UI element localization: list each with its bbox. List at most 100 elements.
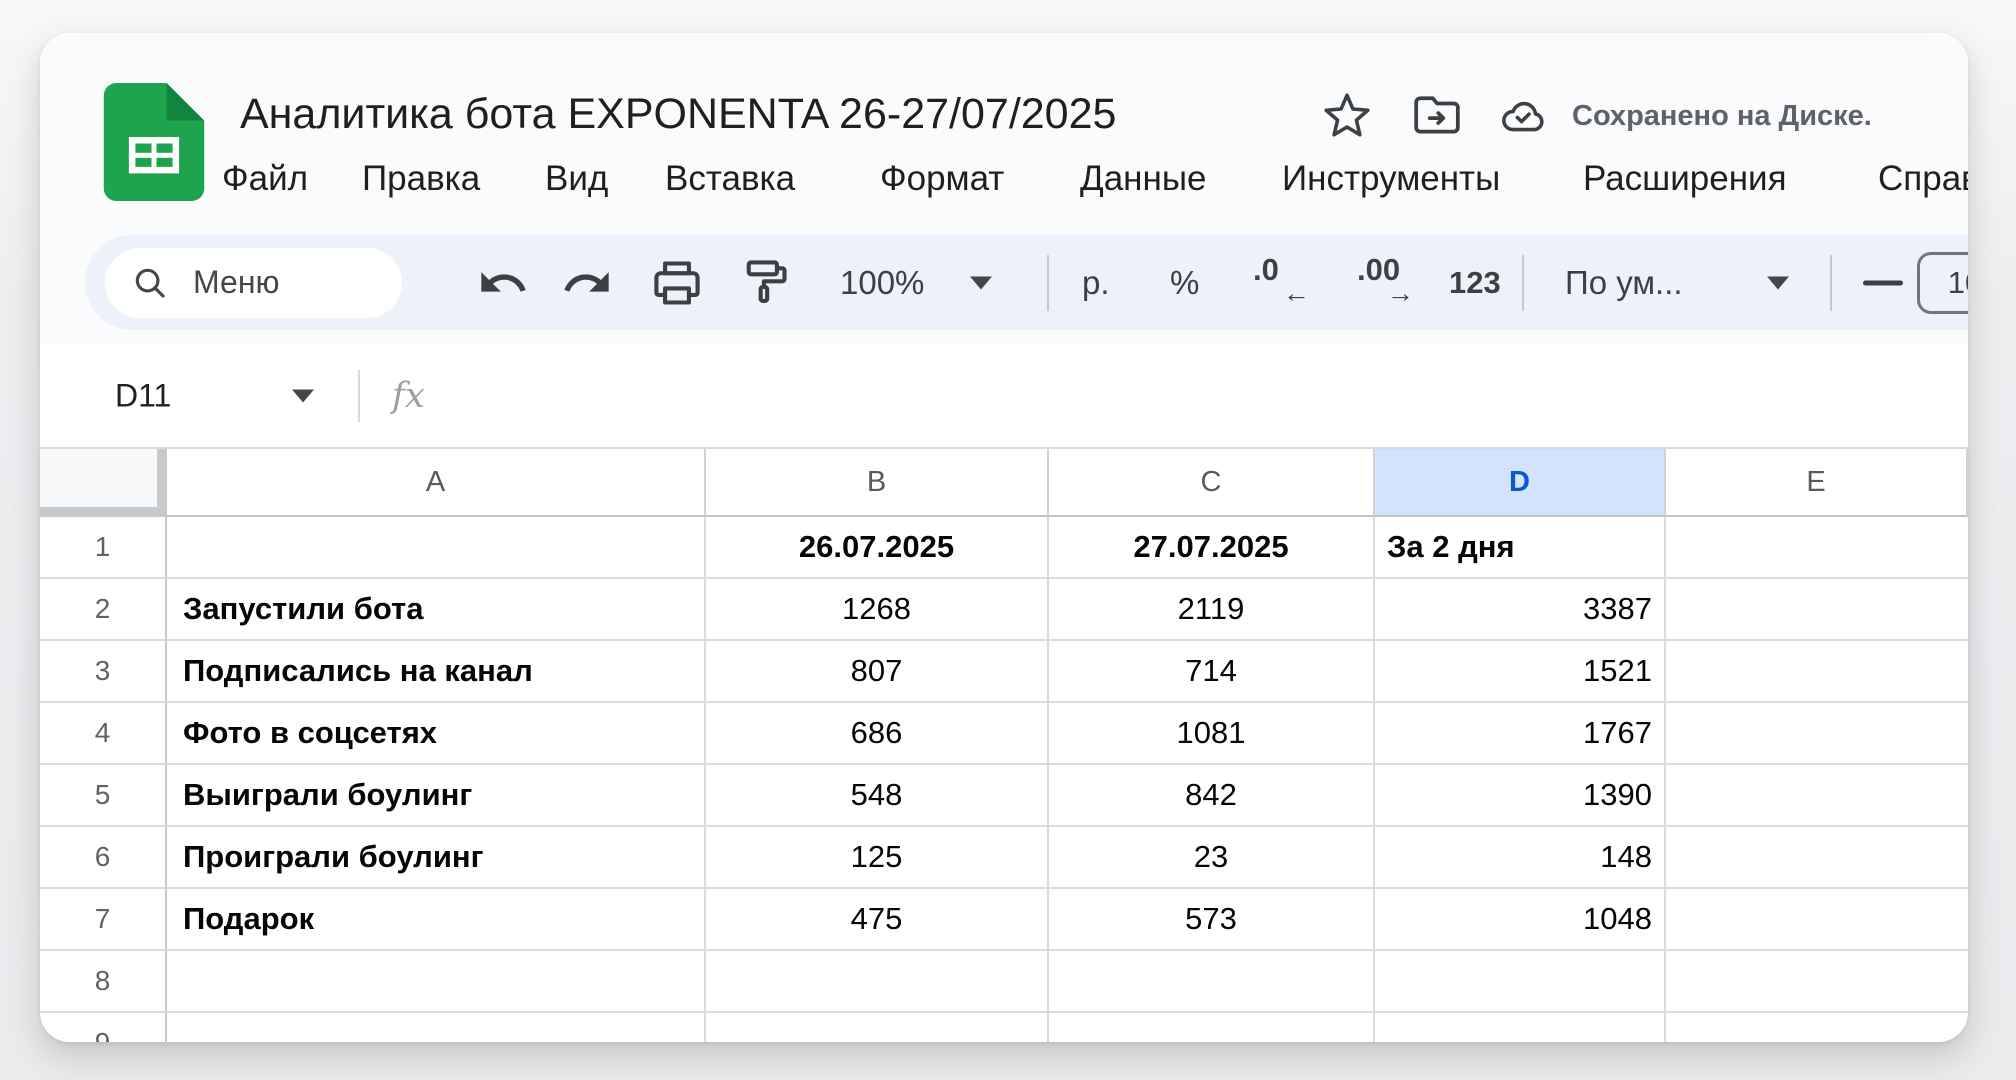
google-sheets-logo-icon[interactable]: [103, 83, 205, 201]
move-to-folder-icon[interactable]: [1412, 91, 1462, 141]
column-header-e[interactable]: E: [1666, 449, 1968, 517]
redo-button[interactable]: [561, 257, 613, 309]
cell-e[interactable]: [1666, 951, 1968, 1013]
more-formats-button[interactable]: 123: [1449, 264, 1501, 300]
menu-insert[interactable]: Вставка: [665, 159, 796, 198]
menu-format[interactable]: Формат: [880, 159, 1005, 198]
name-box-caret-icon[interactable]: [292, 389, 314, 403]
saved-status[interactable]: Сохранено на Диске.: [1572, 100, 1872, 132]
cell-a[interactable]: [167, 1013, 706, 1042]
cell-a[interactable]: Подписались на канал: [167, 641, 706, 703]
row-header[interactable]: 2: [40, 579, 167, 641]
left-arrow-icon: ←: [1283, 277, 1310, 308]
fx-icon[interactable]: fx: [392, 376, 425, 416]
font-size-input[interactable]: 10: [1917, 251, 1968, 314]
increase-decimal-button[interactable]: .00 →: [1357, 251, 1414, 308]
font-caret-icon[interactable]: [1767, 276, 1789, 289]
star-icon[interactable]: [1322, 91, 1372, 141]
column-header-c[interactable]: C: [1049, 449, 1375, 517]
percent-format-button[interactable]: %: [1170, 263, 1200, 301]
cell-a[interactable]: [167, 517, 706, 579]
document-title[interactable]: Аналитика бота EXPONENTA 26-27/07/2025: [240, 90, 1117, 138]
menu-data[interactable]: Данные: [1080, 159, 1207, 198]
cell-a[interactable]: Подарок: [167, 889, 706, 951]
name-box[interactable]: D11: [115, 377, 172, 414]
cell-e[interactable]: [1666, 827, 1968, 889]
cloud-check-icon[interactable]: [1498, 91, 1548, 141]
menu-search-button[interactable]: Меню: [105, 247, 402, 318]
row-header[interactable]: 7: [40, 889, 167, 951]
cell-a[interactable]: Фото в соцсетях: [167, 703, 706, 765]
menu-tools[interactable]: Инструменты: [1282, 159, 1501, 198]
cell-c[interactable]: [1049, 1013, 1375, 1042]
menu-extensions[interactable]: Расширения: [1583, 159, 1787, 198]
menu-view[interactable]: Вид: [545, 159, 609, 198]
row-header[interactable]: 1: [40, 517, 167, 579]
cell-e[interactable]: [1666, 1013, 1968, 1042]
cell-d[interactable]: 3387: [1375, 579, 1666, 641]
cell-e[interactable]: [1666, 641, 1968, 703]
cell-a[interactable]: Выиграли боулинг: [167, 765, 706, 827]
cell-c[interactable]: 573: [1049, 889, 1375, 951]
cell-d[interactable]: 1048: [1375, 889, 1666, 951]
cell-e[interactable]: [1666, 703, 1968, 765]
cell-e[interactable]: [1666, 579, 1968, 641]
row-header[interactable]: 5: [40, 765, 167, 827]
cell-d[interactable]: 1521: [1375, 641, 1666, 703]
toolbar: Меню 100%: [85, 235, 1968, 330]
cell-b[interactable]: 686: [706, 703, 1049, 765]
column-header-b[interactable]: B: [706, 449, 1049, 517]
cell-c[interactable]: 842: [1049, 765, 1375, 827]
cell-e[interactable]: [1666, 889, 1968, 951]
decrease-font-size-button[interactable]: [1863, 280, 1903, 285]
menu-help[interactable]: Справка: [1878, 159, 1968, 198]
row-header[interactable]: 6: [40, 827, 167, 889]
cell-e[interactable]: [1666, 765, 1968, 827]
row-header[interactable]: 8: [40, 951, 167, 1013]
cell-c[interactable]: 23: [1049, 827, 1375, 889]
cell-d[interactable]: За 2 дня: [1375, 517, 1666, 579]
undo-button[interactable]: [477, 257, 529, 309]
cell-a[interactable]: Запустили бота: [167, 579, 706, 641]
column-header-d-selected[interactable]: D: [1375, 449, 1666, 517]
paint-format-button[interactable]: [739, 257, 791, 309]
cell-b[interactable]: 26.07.2025: [706, 517, 1049, 579]
print-button[interactable]: [651, 257, 703, 309]
zoom-caret-icon[interactable]: [970, 276, 992, 289]
menu-file[interactable]: Файл: [222, 159, 309, 198]
cell-b[interactable]: 807: [706, 641, 1049, 703]
zoom-select[interactable]: 100%: [840, 263, 925, 301]
cell-c[interactable]: 714: [1049, 641, 1375, 703]
currency-format-button[interactable]: р.: [1082, 263, 1110, 301]
table-row: 4 Фото в соцсетях 686 1081 1767: [40, 703, 1968, 765]
cell-b[interactable]: 548: [706, 765, 1049, 827]
column-header-a[interactable]: A: [167, 449, 706, 517]
cell-e[interactable]: [1666, 517, 1968, 579]
cell-c[interactable]: 1081: [1049, 703, 1375, 765]
cell-c[interactable]: [1049, 951, 1375, 1013]
cell-d[interactable]: [1375, 1013, 1666, 1042]
cell-b[interactable]: [706, 1013, 1049, 1042]
cell-c[interactable]: 2119: [1049, 579, 1375, 641]
cell-c[interactable]: 27.07.2025: [1049, 517, 1375, 579]
cell-b[interactable]: 125: [706, 827, 1049, 889]
formula-bar-divider: [358, 370, 360, 422]
row-header[interactable]: 4: [40, 703, 167, 765]
menu-edit[interactable]: Правка: [362, 159, 481, 198]
cell-d[interactable]: [1375, 951, 1666, 1013]
cell-b[interactable]: 475: [706, 889, 1049, 951]
cell-d[interactable]: 1390: [1375, 765, 1666, 827]
cell-b[interactable]: [706, 951, 1049, 1013]
cell-a[interactable]: Проиграли боулинг: [167, 827, 706, 889]
decrease-decimal-button[interactable]: .0 ←: [1253, 251, 1310, 308]
select-all-corner[interactable]: [40, 449, 167, 517]
cell-d[interactable]: 148: [1375, 827, 1666, 889]
row-header[interactable]: 9: [40, 1013, 167, 1042]
cell-d[interactable]: 1767: [1375, 703, 1666, 765]
cell-b[interactable]: 1268: [706, 579, 1049, 641]
font-select[interactable]: По ум...: [1565, 263, 1683, 301]
formula-bar: D11 fx: [40, 345, 1968, 449]
menu-bar: Файл Правка Вид Вставка Формат Данные Ин…: [40, 151, 1968, 207]
row-header[interactable]: 3: [40, 641, 167, 703]
cell-a[interactable]: [167, 951, 706, 1013]
